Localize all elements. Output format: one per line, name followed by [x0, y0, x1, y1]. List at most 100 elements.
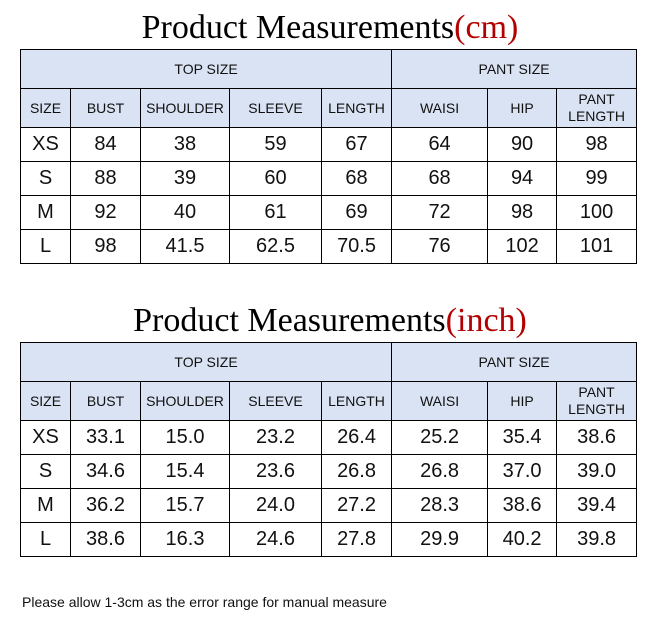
cell-pant-length: 39.4	[556, 488, 638, 523]
title-paren-open: (	[445, 302, 457, 339]
col-header-waist: WAISI	[391, 88, 489, 128]
cell-length: 68	[320, 161, 393, 196]
cell-size: XS	[20, 420, 71, 455]
cell-hip: 38.6	[487, 488, 558, 523]
cell-pant-length: 39.8	[556, 522, 638, 557]
cell-size: S	[20, 454, 71, 489]
title-unit-inch: inch	[457, 302, 516, 339]
cell-waist: 25.2	[391, 420, 489, 455]
cell-bust: 84	[70, 127, 141, 162]
cell-pant-length: 38.6	[556, 420, 638, 455]
col-header-hip: HIP	[487, 88, 558, 128]
cell-hip: 94	[487, 161, 558, 196]
column-header-row: SIZE BUST SHOULDER SLEEVE LENGTH WAISI H…	[20, 88, 638, 128]
cell-sleeve: 62.5	[229, 229, 322, 264]
col-header-shoulder: SHOULDER	[140, 381, 230, 421]
col-header-bust: BUST	[70, 88, 141, 128]
cell-shoulder: 39	[140, 161, 230, 196]
cell-size: S	[20, 161, 71, 196]
cell-size: L	[20, 522, 71, 557]
cm-table-body: XS 84 38 59 67 64 90 98 S 88 39 60 68 68 94 99 M 92 40 61 69…	[20, 127, 638, 264]
cell-sleeve: 23.6	[229, 454, 322, 489]
col-header-waist: WAISI	[391, 381, 489, 421]
cell-pant-length: 39.0	[556, 454, 638, 489]
title-paren-close: )	[515, 302, 527, 339]
cell-shoulder: 15.7	[140, 488, 230, 523]
cell-waist: 76	[391, 229, 489, 264]
cell-length: 27.2	[320, 488, 393, 523]
cell-hip: 102	[487, 229, 558, 264]
pant-size-group-header: PANT SIZE	[391, 49, 638, 89]
cell-shoulder: 15.0	[140, 420, 230, 455]
title-paren-close: )	[507, 9, 519, 46]
table-row: S 34.6 15.4 23.6 26.8 26.8 37.0 39.0	[20, 454, 638, 489]
group-header-row: TOP SIZE PANT SIZE	[19, 49, 638, 89]
cell-bust: 38.6	[70, 522, 141, 557]
cell-length: 70.5	[320, 229, 393, 264]
cell-length: 26.8	[320, 454, 393, 489]
col-header-sleeve: SLEEVE	[229, 88, 322, 128]
cell-pant-length: 101	[556, 229, 638, 264]
cell-waist: 64	[391, 127, 489, 162]
cm-section-title: Product Measurements(cm)	[0, 8, 660, 48]
cell-shoulder: 38	[140, 127, 230, 162]
cell-pant-length: 99	[556, 161, 638, 196]
cell-sleeve: 59	[229, 127, 322, 162]
inch-section-title: Product Measurements(inch)	[0, 301, 660, 341]
cell-shoulder: 16.3	[140, 522, 230, 557]
cell-sleeve: 60	[229, 161, 322, 196]
cell-size: M	[20, 195, 71, 230]
cell-shoulder: 40	[140, 195, 230, 230]
cell-waist: 72	[391, 195, 489, 230]
table-row: M 36.2 15.7 24.0 27.2 28.3 38.6 39.4	[20, 488, 638, 523]
column-header-row: SIZE BUST SHOULDER SLEEVE LENGTH WAISI H…	[20, 381, 638, 421]
cell-waist: 68	[391, 161, 489, 196]
col-header-size: SIZE	[20, 381, 71, 421]
table-row: XS 33.1 15.0 23.2 26.4 25.2 35.4 38.6	[20, 420, 638, 455]
cell-size: L	[20, 229, 71, 264]
col-header-size: SIZE	[20, 88, 71, 128]
table-row: L 98 41.5 62.5 70.5 76 102 101	[20, 229, 638, 264]
group-header-row: TOP SIZE PANT SIZE	[19, 342, 638, 382]
cell-sleeve: 24.6	[229, 522, 322, 557]
cell-length: 69	[320, 195, 393, 230]
cell-bust: 88	[70, 161, 141, 196]
cell-waist: 29.9	[391, 522, 489, 557]
cell-length: 27.8	[320, 522, 393, 557]
cell-waist: 28.3	[391, 488, 489, 523]
col-header-sleeve: SLEEVE	[229, 381, 322, 421]
cell-size: M	[20, 488, 71, 523]
inch-measurements-table: TOP SIZE PANT SIZE SIZE BUST SHOULDER SL…	[19, 342, 638, 557]
col-header-hip: HIP	[487, 381, 558, 421]
table-row: M 92 40 61 69 72 98 100	[20, 195, 638, 230]
cell-size: XS	[20, 127, 71, 162]
cell-waist: 26.8	[391, 454, 489, 489]
table-row: S 88 39 60 68 68 94 99	[20, 161, 638, 196]
cell-sleeve: 24.0	[229, 488, 322, 523]
cell-hip: 35.4	[487, 420, 558, 455]
cell-bust: 36.2	[70, 488, 141, 523]
table-row: XS 84 38 59 67 64 90 98	[20, 127, 638, 162]
cell-pant-length: 98	[556, 127, 638, 162]
col-header-length: LENGTH	[320, 88, 393, 128]
cell-sleeve: 23.2	[229, 420, 322, 455]
cell-bust: 34.6	[70, 454, 141, 489]
cell-shoulder: 41.5	[140, 229, 230, 264]
title-paren-open: (	[454, 9, 466, 46]
inch-table-body: XS 33.1 15.0 23.2 26.4 25.2 35.4 38.6 S 34.6 15.4 2…	[20, 420, 638, 557]
cell-shoulder: 15.4	[140, 454, 230, 489]
cell-hip: 98	[487, 195, 558, 230]
cm-measurements-table: TOP SIZE PANT SIZE SIZE BUST SHOULDER SL…	[19, 49, 638, 264]
cell-hip: 90	[487, 127, 558, 162]
col-header-bust: BUST	[70, 381, 141, 421]
col-header-pant-length: PANT LENGTH	[556, 88, 638, 128]
cell-bust: 33.1	[70, 420, 141, 455]
title-main: Product Measurements	[141, 9, 455, 46]
cell-length: 67	[320, 127, 393, 162]
col-header-pant-length: PANT LENGTH	[556, 381, 638, 421]
pant-size-group-header: PANT SIZE	[391, 342, 638, 382]
col-header-length: LENGTH	[320, 381, 393, 421]
cell-bust: 92	[70, 195, 141, 230]
cell-bust: 98	[70, 229, 141, 264]
cell-hip: 40.2	[487, 522, 558, 557]
